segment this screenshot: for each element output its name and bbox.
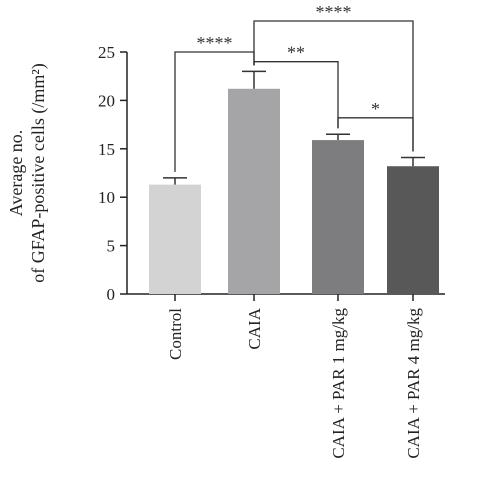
significance-brackets: *********** <box>174 2 414 172</box>
bars-group <box>149 88 439 294</box>
bar-caia <box>228 88 280 294</box>
y-axis-label-line-2: of GFAP-positive cells (/mm²) <box>28 63 49 283</box>
y-tick-label: 0 <box>107 285 116 304</box>
y-tick-label: 10 <box>98 188 115 207</box>
x-tick-labels: Control CAIA CAIA + PAR 1 mg/kg CAIA + PAR … <box>166 307 423 458</box>
x-category-label: Control <box>166 308 185 360</box>
y-axis-label-line-1: Average no. <box>6 130 26 217</box>
bar-caia-par-4-mg-kg <box>387 166 439 294</box>
y-axis-label: Average no. of GFAP-positive cells (/mm²) <box>6 63 49 283</box>
y-tick-label: 5 <box>107 237 116 256</box>
x-category-label: CAIA <box>245 307 264 349</box>
significance-label: **** <box>316 2 352 22</box>
significance-bracket <box>337 117 414 152</box>
y-tick-label: 15 <box>98 140 115 159</box>
significance-label: **** <box>197 33 233 53</box>
y-axis: 0 5 10 15 20 25 <box>98 43 128 304</box>
significance-label: ** <box>287 43 305 63</box>
y-tick-label: 20 <box>98 91 115 110</box>
bar-caia-par-1-mg-kg <box>312 140 364 294</box>
error-bars-group <box>163 70 425 185</box>
y-tick-label: 25 <box>98 43 115 62</box>
significance-label: * <box>371 99 380 119</box>
significance-bracket <box>253 20 414 152</box>
significance-bracket <box>253 61 339 129</box>
x-category-label: CAIA + PAR 4 mg/kg <box>404 308 423 459</box>
x-axis <box>127 293 445 301</box>
bar-control <box>149 184 201 294</box>
x-category-label: CAIA + PAR 1 mg/kg <box>329 308 348 459</box>
